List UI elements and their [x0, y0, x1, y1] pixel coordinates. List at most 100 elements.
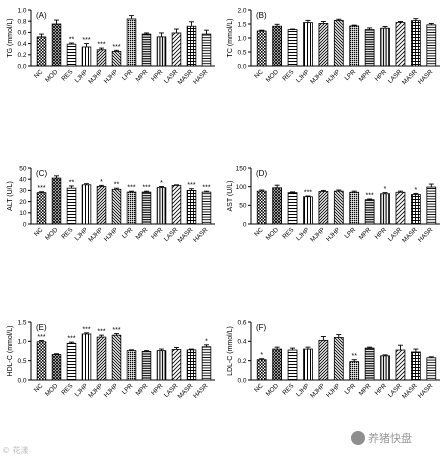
- significance-marker: *: [100, 179, 103, 186]
- significance-marker: ***: [97, 42, 105, 49]
- significance-marker: ***: [142, 185, 150, 192]
- significance-marker: *: [260, 352, 263, 359]
- significance-marker: ***: [97, 329, 105, 336]
- significance-marker: *: [160, 180, 163, 187]
- y-tick-label: 100: [236, 184, 247, 191]
- x-tick-label: NC: [253, 226, 265, 238]
- bar: [96, 336, 107, 381]
- y-tick-label: 0.4: [17, 41, 26, 48]
- significance-marker: *: [384, 186, 387, 193]
- bar: [81, 184, 92, 225]
- significance-marker: **: [351, 353, 357, 360]
- x-tick-label: RES: [60, 68, 74, 82]
- bar: [126, 350, 137, 381]
- significance-marker: **: [114, 182, 120, 189]
- y-tick-label: 0.8: [17, 19, 26, 26]
- bar: [272, 348, 282, 381]
- watermark-right-text: 养猪快盘: [368, 432, 412, 445]
- x-tick-label: MJHP: [87, 382, 104, 399]
- x-tick-label: HASR: [417, 68, 435, 86]
- bar: [36, 36, 47, 67]
- x-tick-label: MJHP: [87, 226, 104, 243]
- x-tick-label: MJHP: [309, 68, 326, 85]
- x-tick-label: HJHP: [325, 226, 342, 243]
- bar: [395, 22, 406, 67]
- watermark-logo-icon: [351, 431, 365, 445]
- bar: [66, 342, 77, 381]
- bar: [66, 187, 77, 225]
- y-tick-label: 0.6: [17, 30, 26, 37]
- bar: [171, 32, 182, 67]
- bar: [349, 25, 360, 67]
- significance-marker: ***: [112, 327, 120, 334]
- bar: [318, 339, 329, 381]
- significance-marker: ***: [67, 336, 75, 343]
- panel-label: (D): [256, 169, 267, 178]
- x-tick-label: RES: [60, 382, 74, 396]
- significance-marker: ***: [82, 37, 90, 44]
- bar: [411, 351, 421, 381]
- bar: [201, 33, 212, 67]
- significance-marker: **: [69, 37, 75, 44]
- x-tick-label: MOD: [265, 226, 281, 242]
- y-tick-label: 50: [239, 203, 247, 210]
- y-axis-label: TG (mmol/L): [7, 18, 14, 57]
- significance-marker: ***: [37, 334, 45, 341]
- x-tick-label: HJHP: [103, 382, 120, 399]
- x-tick-label: MOD: [265, 382, 281, 398]
- bar: [411, 20, 421, 67]
- y-tick-label: 1.5: [237, 21, 246, 28]
- bar: [96, 49, 107, 67]
- y-tick-label: 0.6: [237, 319, 246, 326]
- bar: [272, 187, 282, 225]
- x-tick-label: NC: [33, 382, 45, 394]
- y-tick-label: 1.5: [17, 319, 26, 326]
- significance-marker: ***: [127, 185, 135, 192]
- y-tick-label: 0: [243, 221, 247, 228]
- bar: [333, 190, 344, 225]
- y-tick-label: 0.5: [17, 358, 26, 365]
- y-tick-label: 0.5: [237, 49, 246, 56]
- x-tick-label: MASR: [177, 226, 195, 244]
- bar: [395, 349, 406, 381]
- x-tick-label: HASR: [417, 226, 435, 244]
- bar: [426, 24, 437, 67]
- x-tick-label: MPR: [135, 226, 150, 241]
- bar: [303, 22, 313, 67]
- x-tick-label: LJHP: [74, 226, 90, 242]
- significance-marker: **: [69, 179, 75, 186]
- bar: [364, 199, 375, 225]
- bar: [426, 357, 437, 381]
- bar: [287, 29, 298, 67]
- y-tick-label: 30: [19, 188, 27, 195]
- bar: [349, 361, 360, 381]
- y-axis-label: TC (mmol/L): [227, 19, 234, 58]
- x-tick-label: RES: [281, 68, 295, 82]
- bar: [380, 355, 390, 381]
- bar: [349, 191, 360, 225]
- x-tick-label: MOD: [44, 382, 60, 398]
- x-tick-label: HJHP: [325, 382, 342, 399]
- x-tick-label: HJHP: [103, 68, 120, 85]
- y-tick-label: 50: [19, 165, 27, 172]
- y-tick-label: 0.0: [237, 63, 246, 70]
- x-tick-label: LJHP: [295, 68, 311, 84]
- bar: [380, 193, 390, 225]
- x-tick-label: NC: [253, 68, 265, 80]
- panel-label: (C): [36, 169, 47, 178]
- bar: [111, 334, 122, 381]
- bar: [287, 192, 298, 225]
- bar: [111, 51, 122, 67]
- x-tick-label: MASR: [177, 68, 195, 86]
- bar: [51, 354, 62, 381]
- y-tick-label: 1.0: [17, 7, 26, 14]
- bar: [201, 191, 212, 225]
- x-tick-label: HJHP: [325, 68, 342, 85]
- bar: [333, 19, 344, 67]
- x-tick-label: MASR: [177, 382, 195, 400]
- bar: [111, 188, 122, 225]
- x-tick-label: LJHP: [295, 226, 311, 242]
- y-axis-label: HDL-C (mmol/L): [7, 326, 14, 377]
- bar: [156, 350, 167, 381]
